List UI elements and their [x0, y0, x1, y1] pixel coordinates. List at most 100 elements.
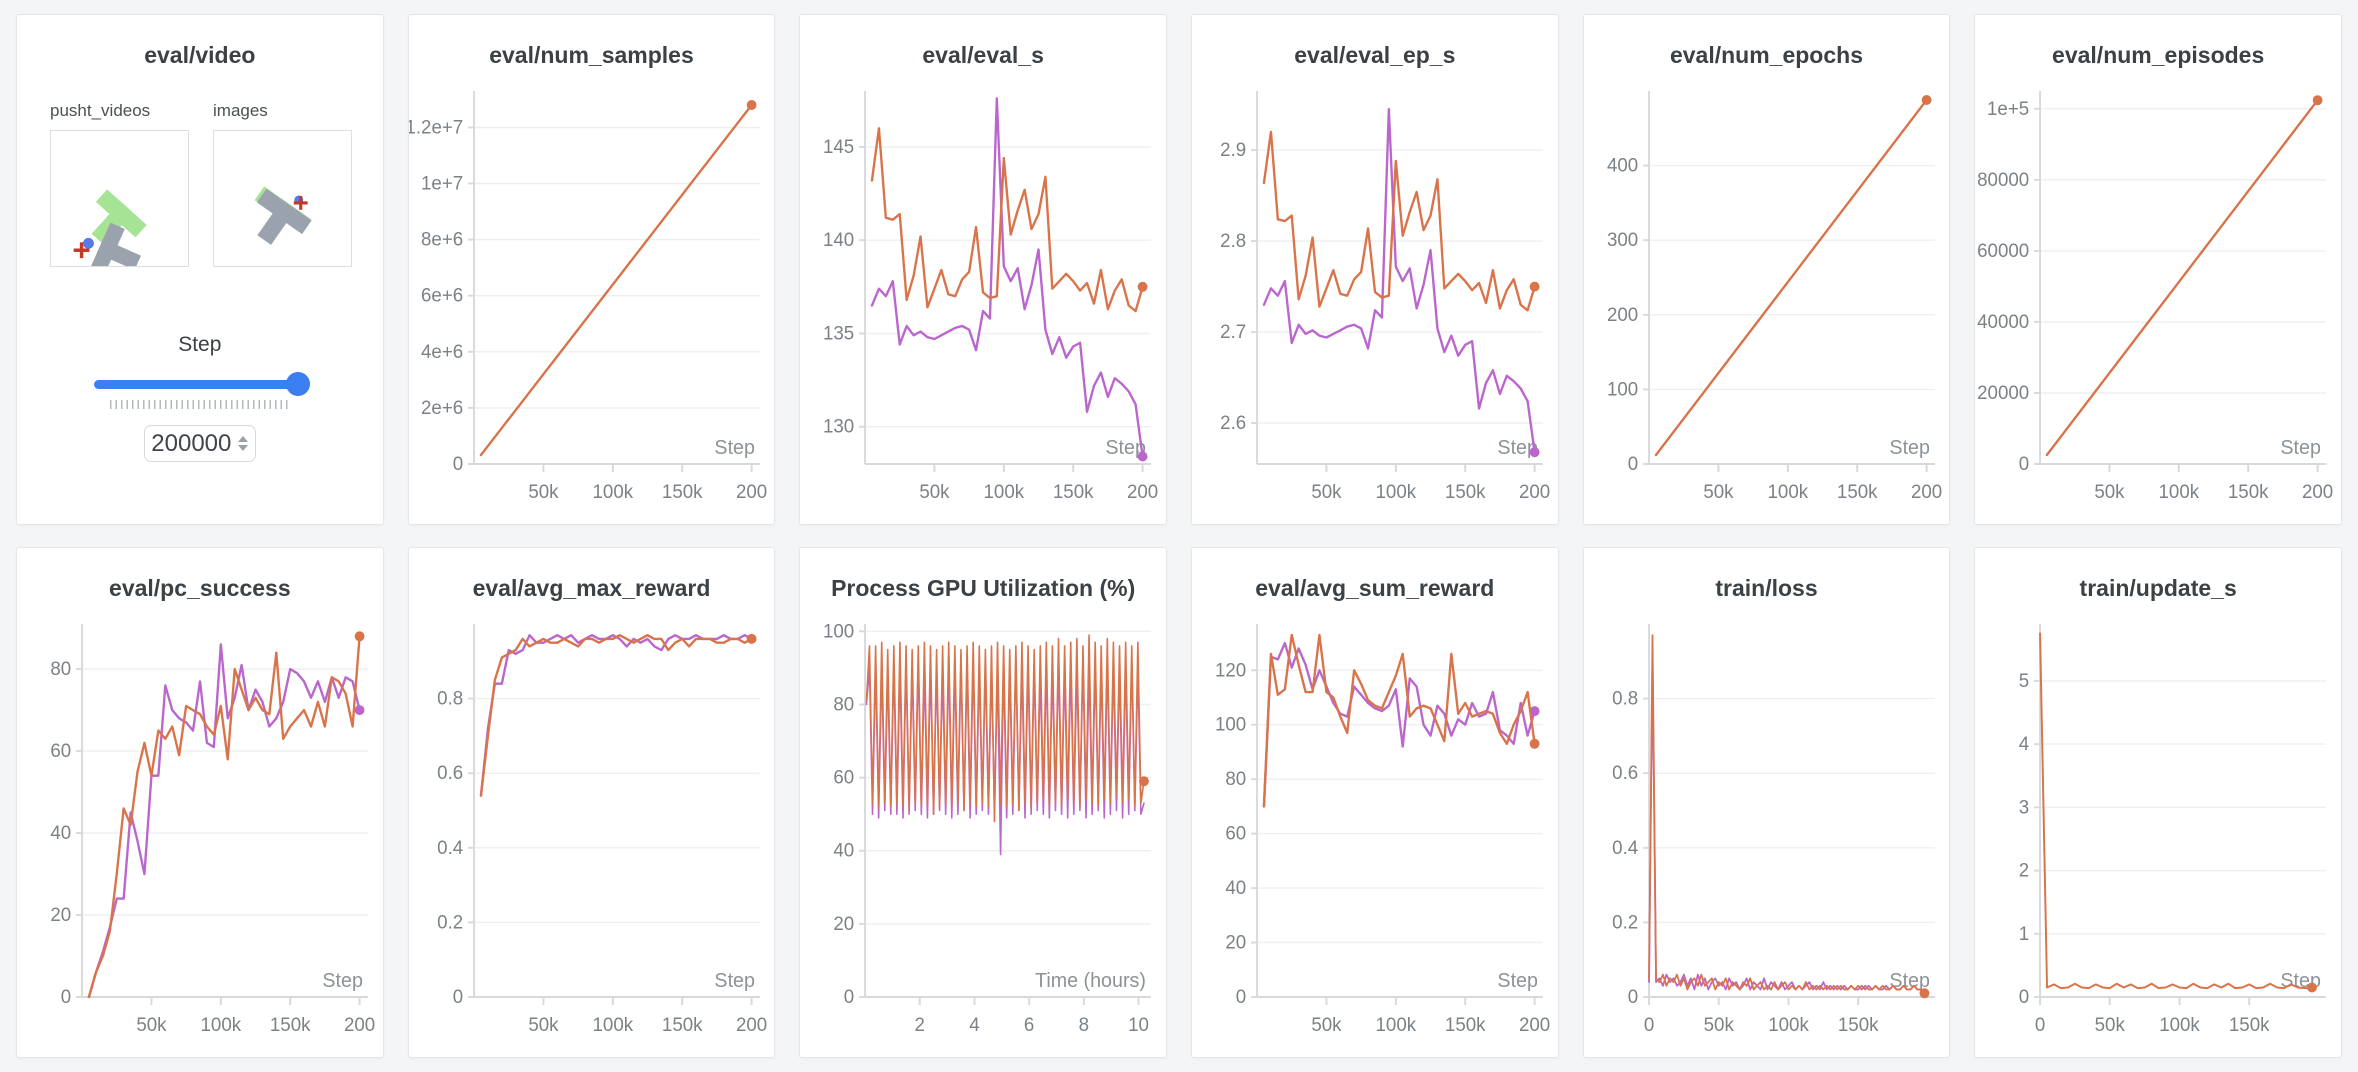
svg-text:0.6: 0.6 — [437, 762, 463, 783]
chart-title: train/update_s — [2079, 575, 2237, 601]
svg-text:100k: 100k — [592, 481, 633, 502]
svg-text:1: 1 — [2019, 923, 2029, 944]
svg-text:150k: 150k — [1838, 1014, 1879, 1035]
step-slider-track[interactable] — [93, 380, 306, 389]
chart-eval-avg-sum-reward[interactable]: 0 20 40 60 80 100 120 50k 100k 150k 200 Step — [1192, 612, 1558, 1057]
svg-text:8e+6: 8e+6 — [421, 228, 463, 249]
svg-text:Step: Step — [1497, 970, 1538, 992]
step-slider-knob[interactable] — [285, 372, 310, 396]
panel-title-eval-video: eval/video — [144, 42, 256, 68]
chart-eval-avg-max-reward[interactable]: 0 0.2 0.4 0.6 0.8 50k 100k 150k 200 Step — [409, 612, 775, 1057]
svg-text:0: 0 — [844, 986, 854, 1007]
svg-text:200: 200 — [2302, 481, 2333, 502]
svg-text:100k: 100k — [2160, 1014, 2201, 1035]
image-thumbnail[interactable] — [213, 130, 352, 267]
pusht-scene-image — [73, 189, 147, 276]
svg-text:100k: 100k — [1376, 481, 1417, 502]
chart-title: eval/num_episodes — [2052, 42, 2265, 68]
svg-text:150k: 150k — [662, 1014, 703, 1035]
svg-text:200: 200 — [1519, 1014, 1550, 1035]
svg-text:0: 0 — [1236, 986, 1246, 1007]
svg-text:80: 80 — [1225, 768, 1246, 789]
step-value-input[interactable]: 200000 — [143, 425, 256, 462]
green-t-shape — [91, 189, 147, 246]
step-slider[interactable] — [93, 372, 310, 396]
svg-text:0.2: 0.2 — [437, 911, 463, 932]
chart-title: eval/eval_s — [922, 42, 1044, 68]
svg-text:200: 200 — [1519, 481, 1550, 502]
svg-text:100k: 100k — [201, 1014, 242, 1035]
svg-text:80000: 80000 — [1977, 169, 2029, 190]
svg-text:2: 2 — [2019, 859, 2029, 880]
step-slider-ruler — [109, 400, 290, 409]
gray-t-shape — [256, 188, 312, 245]
thumb-label-images: images — [213, 101, 268, 120]
svg-text:0.6: 0.6 — [1612, 762, 1638, 783]
step-slider-label: Step — [178, 333, 222, 356]
svg-text:150k: 150k — [2229, 1014, 2270, 1035]
svg-text:50k: 50k — [528, 1014, 559, 1035]
chart-eval-num-episodes[interactable]: 0 20000 40000 60000 80000 1e+5 50k 100k 150k 200 S… — [1975, 79, 2341, 524]
chart-title: Process GPU Utilization (%) — [831, 575, 1136, 601]
chart-eval-num-samples[interactable]: 0 2e+6 4e+6 6e+6 8e+6 1e+7 1.2e+7 50k 100k 150k 20… — [409, 79, 775, 524]
svg-text:Step: Step — [1889, 437, 1930, 459]
target-cross — [293, 196, 308, 210]
svg-text:50k: 50k — [2095, 481, 2126, 502]
svg-text:0: 0 — [1643, 1014, 1653, 1035]
svg-text:100k: 100k — [1768, 1014, 1809, 1035]
panel-train-loss: train/loss 0 0.2 0.4 0.6 0.8 0 50k 100k 150k Step — [1582, 547, 1951, 1058]
chart-process-gpu-utilization[interactable]: 0 20 40 60 80 100 2 4 6 8 10 Time (hours) — [800, 612, 1166, 1057]
svg-text:20: 20 — [50, 904, 71, 925]
svg-text:200: 200 — [736, 481, 767, 502]
svg-text:40000: 40000 — [1977, 311, 2029, 332]
chart-eval-pc-success[interactable]: 0 20 40 60 80 50k 100k 150k 200 Step — [17, 612, 383, 1057]
chart-title: eval/pc_success — [109, 575, 291, 601]
target-cross — [73, 242, 90, 259]
svg-text:2e+6: 2e+6 — [421, 397, 463, 418]
svg-text:8: 8 — [1079, 1014, 1089, 1035]
stepper-arrows-icon[interactable] — [238, 436, 249, 451]
step-control: Step 200000 — [17, 333, 383, 462]
svg-text:6e+6: 6e+6 — [421, 285, 463, 306]
chart-eval-num-epochs[interactable]: 0 100 200 300 400 50k 100k 150k 200 Step — [1584, 79, 1950, 524]
panel-eval-num-epochs: eval/num_epochs 0 100 200 300 400 50k 100k 150k… — [1582, 14, 1951, 525]
svg-text:2.6: 2.6 — [1220, 412, 1246, 433]
svg-text:0.8: 0.8 — [1612, 687, 1638, 708]
svg-text:60000: 60000 — [1977, 240, 2029, 261]
chart-eval-eval-ep-s[interactable]: 2.6 2.7 2.8 2.9 50k 100k 150k 200 Step — [1192, 79, 1558, 524]
chart-eval-eval-s[interactable]: 130 135 140 145 50k 100k 150k 200 Step — [800, 79, 1166, 524]
svg-text:40: 40 — [50, 822, 71, 843]
svg-text:3: 3 — [2019, 796, 2029, 817]
svg-text:5: 5 — [2019, 670, 2029, 691]
media-thumbnails: pusht_videos — [17, 101, 383, 276]
thumb-label-pusht-videos: pusht_videos — [50, 101, 151, 120]
svg-text:2: 2 — [915, 1014, 925, 1035]
svg-text:0.4: 0.4 — [1612, 837, 1638, 858]
panel-eval-eval-s: eval/eval_s 130 135 140 145 50k 100k 150k 200 St… — [799, 14, 1167, 525]
chart-title: eval/num_samples — [489, 42, 694, 68]
svg-text:1.2e+7: 1.2e+7 — [409, 116, 463, 137]
svg-text:50k: 50k — [1703, 481, 1734, 502]
svg-text:40: 40 — [834, 840, 855, 861]
svg-text:400: 400 — [1607, 154, 1638, 175]
svg-text:150k: 150k — [662, 481, 703, 502]
svg-text:130: 130 — [823, 416, 854, 437]
svg-text:Step: Step — [714, 437, 755, 459]
svg-text:50k: 50k — [1311, 481, 1342, 502]
svg-text:100: 100 — [1215, 714, 1246, 735]
video-thumbnail-pusht[interactable] — [50, 130, 189, 276]
chart-train-loss[interactable]: 0 0.2 0.4 0.6 0.8 0 50k 100k 150k Step — [1584, 612, 1950, 1057]
svg-text:2.8: 2.8 — [1220, 230, 1246, 251]
svg-text:0: 0 — [452, 986, 462, 1007]
panel-eval-avg-sum-reward: eval/avg_sum_reward 0 20 40 60 80 100 120 50k 10… — [1190, 547, 1559, 1058]
chart-title: eval/avg_sum_reward — [1255, 575, 1495, 601]
svg-text:50k: 50k — [1703, 1014, 1734, 1035]
svg-text:150k: 150k — [1445, 1014, 1486, 1035]
panel-eval-eval-ep-s: eval/eval_ep_s 2.6 2.7 2.8 2.9 50k 100k 150k 20… — [1190, 14, 1559, 525]
svg-text:100k: 100k — [1376, 1014, 1417, 1035]
svg-text:135: 135 — [823, 322, 854, 343]
svg-text:80: 80 — [834, 693, 855, 714]
svg-text:0: 0 — [2019, 453, 2029, 474]
panel-eval-pc-success: eval/pc_success 0 20 40 60 80 50k 100k 150k 200 S… — [16, 547, 384, 1058]
